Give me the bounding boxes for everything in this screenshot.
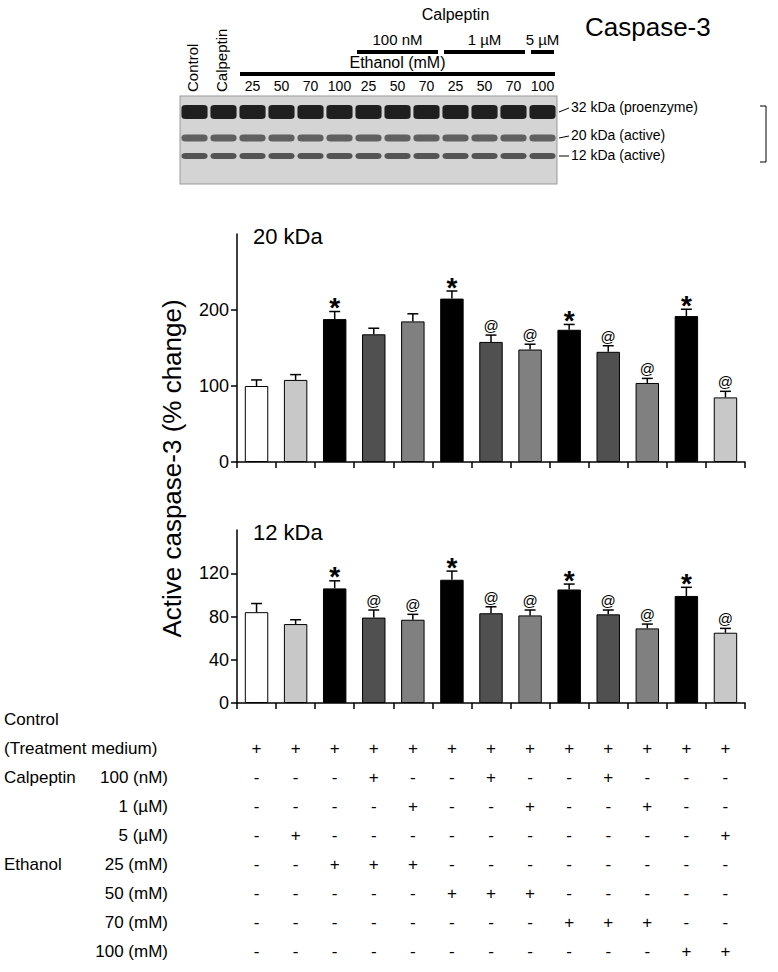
svg-text:32 kDa (proenzyme): 32 kDa (proenzyme) (571, 99, 698, 115)
svg-text:12 kDa (active): 12 kDa (active) (571, 147, 665, 163)
svg-text:*: * (681, 290, 692, 321)
svg-text:@: @ (601, 592, 616, 609)
html-text:Calpeptin: Calpeptin (4, 768, 76, 787)
svg-text:*: * (446, 272, 457, 303)
svg-text:100: 100 (531, 78, 555, 94)
svg-text:50: 50 (390, 78, 406, 94)
svg-text:0: 0 (219, 693, 229, 713)
svg-text:Caspase-3: Caspase-3 (585, 12, 711, 42)
svg-text:25: 25 (448, 78, 464, 94)
svg-text:200: 200 (199, 300, 229, 320)
svg-text:1 µM: 1 µM (468, 31, 502, 48)
svg-text:@: @ (640, 360, 655, 377)
svg-text:40: 40 (209, 650, 229, 670)
svg-text:@: @ (522, 592, 537, 609)
svg-text:70: 70 (303, 78, 319, 94)
svg-text:@: @ (640, 606, 655, 623)
svg-text:20 kDa: 20 kDa (253, 224, 323, 249)
svg-text:Ethanol (mM): Ethanol (mM) (349, 54, 445, 71)
html-text:1 (µM): 1 (µM) (118, 797, 168, 816)
svg-text:70: 70 (419, 78, 435, 94)
svg-text:@: @ (718, 610, 733, 627)
svg-text:@: @ (483, 589, 498, 606)
svg-text:80: 80 (209, 607, 229, 627)
svg-text:*: * (564, 305, 575, 336)
svg-text:@: @ (405, 596, 420, 613)
svg-text:0: 0 (219, 452, 229, 472)
svg-text:@: @ (366, 592, 381, 609)
html-text:Ethanol: Ethanol (4, 855, 62, 874)
svg-text:70: 70 (506, 78, 522, 94)
svg-text:120: 120 (199, 563, 229, 583)
svg-text:100 nM: 100 nM (372, 31, 422, 48)
svg-text:Active caspase-3 (% change): Active caspase-3 (% change) (157, 299, 187, 637)
svg-text:*: * (564, 565, 575, 596)
svg-text:50: 50 (274, 78, 290, 94)
html-text:50 (mM): 50 (mM) (104, 884, 168, 903)
html-text:25 (mM): 25 (mM) (104, 855, 168, 874)
svg-text:50: 50 (477, 78, 493, 94)
svg-text:5 µM: 5 µM (526, 31, 560, 48)
svg-text:100: 100 (199, 376, 229, 396)
html-text:(Treatment medium): (Treatment medium) (4, 739, 158, 758)
html-text:70 (mM): 70 (mM) (104, 913, 168, 932)
svg-text:*: * (329, 561, 340, 592)
svg-text:*: * (329, 292, 340, 323)
svg-text:*: * (681, 568, 692, 599)
svg-text:12 kDa: 12 kDa (253, 520, 323, 545)
svg-text:25: 25 (361, 78, 377, 94)
html-text:100 (nM): 100 (nM) (100, 768, 168, 787)
svg-text:Calpeptin: Calpeptin (422, 6, 490, 23)
svg-text:Control: Control (184, 44, 201, 92)
svg-text:*: * (446, 552, 457, 583)
svg-text:@: @ (601, 328, 616, 345)
svg-text:100: 100 (328, 78, 352, 94)
svg-text:Calpeptin: Calpeptin (213, 29, 230, 92)
html-text:Control: Control (4, 710, 59, 729)
svg-text:20 kDa (active): 20 kDa (active) (571, 127, 665, 143)
svg-text:@: @ (483, 317, 498, 334)
svg-text:@: @ (718, 373, 733, 390)
html-text:100 (mM): 100 (mM) (95, 942, 168, 961)
svg-text:25: 25 (245, 78, 261, 94)
svg-text:@: @ (522, 326, 537, 343)
html-text:5 (µM): 5 (µM) (118, 826, 168, 845)
